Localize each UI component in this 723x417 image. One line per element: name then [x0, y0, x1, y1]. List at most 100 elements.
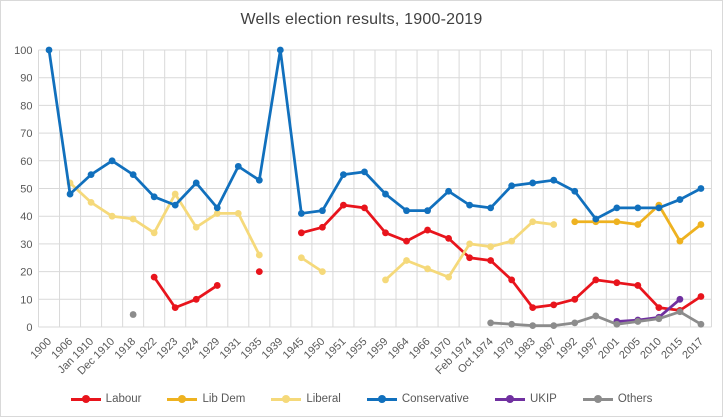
x-axis-label: 1950 [302, 336, 328, 362]
data-point-liberal [508, 237, 516, 245]
data-point-lib-dem [676, 237, 684, 245]
data-point-conservative [466, 201, 474, 209]
x-axis-label: 2017 [680, 336, 706, 362]
data-point-others [508, 320, 516, 328]
data-point-lib-dem [634, 221, 642, 228]
data-point-labour [192, 295, 200, 303]
data-point-conservative [276, 46, 284, 54]
data-point-conservative [529, 179, 537, 187]
data-point-labour [655, 304, 663, 312]
legend-dot-icon [593, 395, 602, 403]
series-line-labour [300, 203, 703, 312]
y-axis-label: 10 [20, 294, 32, 306]
series-line-conservative [47, 48, 703, 221]
y-axis-label: 60 [20, 156, 32, 168]
x-axis-label: 1922 [133, 336, 159, 362]
data-point-conservative [487, 204, 495, 212]
legend-dot-icon [377, 395, 386, 403]
data-point-liberal [297, 254, 305, 262]
legend-item-liberal: Liberal [271, 393, 341, 405]
data-point-conservative [213, 204, 221, 212]
legend-marker-icon [366, 395, 397, 403]
data-point-others [129, 311, 137, 318]
y-axis-label: 70 [20, 128, 32, 140]
legend-item-lib-dem: Lib Dem [167, 393, 245, 405]
legend-marker-icon [167, 395, 198, 403]
x-axis-label: 1959 [365, 336, 391, 362]
data-point-liberal [424, 265, 431, 273]
legend-label: UKIP [529, 393, 557, 405]
data-point-ukip [676, 295, 684, 303]
data-point-conservative [571, 187, 579, 195]
data-point-liberal [403, 257, 410, 264]
series-line-labour [152, 275, 219, 309]
data-point-conservative [445, 187, 452, 195]
data-point-liberal [108, 212, 116, 220]
x-axis-label: 2015 [659, 336, 685, 362]
data-point-others [613, 320, 621, 328]
y-axis-label: 30 [20, 239, 32, 251]
x-axis-label: 1992 [554, 336, 580, 362]
legend-item-others: Others [582, 393, 653, 405]
data-point-conservative [45, 46, 53, 54]
data-point-conservative [255, 176, 263, 184]
data-point-others [592, 312, 600, 320]
data-point-liberal [466, 240, 474, 248]
data-point-liberal [234, 210, 242, 217]
legend: Labour Lib Dem Liberal Conservative UKIP Othe… [1, 393, 722, 405]
data-point-conservative [129, 171, 137, 179]
x-axis-label: 2001 [596, 336, 622, 362]
data-point-others [571, 319, 579, 327]
data-point-conservative [550, 176, 558, 184]
data-point-conservative [613, 204, 621, 212]
data-point-liberal [213, 210, 221, 217]
data-point-labour [445, 234, 452, 242]
data-point-labour [592, 276, 600, 284]
legend-label: Others [617, 393, 653, 405]
legend-marker-icon [271, 395, 302, 403]
x-axis-label: 1979 [491, 336, 517, 362]
x-axis-label: 1923 [155, 336, 181, 362]
y-axis-label: 50 [20, 184, 32, 196]
data-point-labour [571, 295, 579, 303]
y-axis-label: 0 [26, 322, 32, 334]
data-point-labour [424, 226, 431, 234]
data-point-labour [487, 257, 495, 264]
x-axis-label: 1900 [28, 336, 54, 362]
data-point-labour [382, 229, 389, 237]
x-axis-label: 2010 [638, 336, 664, 362]
legend-marker-icon [494, 395, 525, 403]
data-point-labour [634, 282, 642, 289]
data-point-others [655, 315, 663, 323]
data-point-conservative [424, 207, 431, 215]
legend-item-conservative: Conservative [366, 393, 469, 405]
data-point-others [550, 322, 558, 330]
x-axis-label: 1955 [344, 336, 370, 362]
data-point-labour [550, 301, 558, 309]
legend-label: Labour [105, 393, 142, 405]
x-axis-label: 1929 [197, 336, 223, 362]
data-point-labour [213, 282, 221, 289]
data-point-others [676, 308, 684, 316]
data-point-conservative [108, 157, 116, 165]
data-point-liberal [529, 218, 537, 226]
data-point-conservative [192, 179, 200, 187]
data-point-lib-dem [697, 221, 705, 228]
data-point-liberal [192, 223, 200, 231]
x-axis-label: 1966 [407, 336, 433, 362]
data-point-conservative [171, 201, 179, 209]
data-point-labour [297, 229, 305, 237]
data-point-liberal [171, 190, 179, 198]
data-point-labour [697, 293, 705, 300]
legend-dot-icon [178, 395, 187, 403]
legend-dot-icon [81, 395, 90, 403]
data-point-conservative [66, 190, 74, 198]
x-axis-label: 1951 [323, 336, 349, 362]
data-point-labour [319, 223, 326, 231]
data-point-conservative [634, 204, 642, 212]
legend-label: Liberal [306, 393, 341, 405]
legend-marker-icon [70, 395, 101, 403]
data-point-conservative [676, 196, 684, 203]
data-point-labour [529, 304, 537, 312]
